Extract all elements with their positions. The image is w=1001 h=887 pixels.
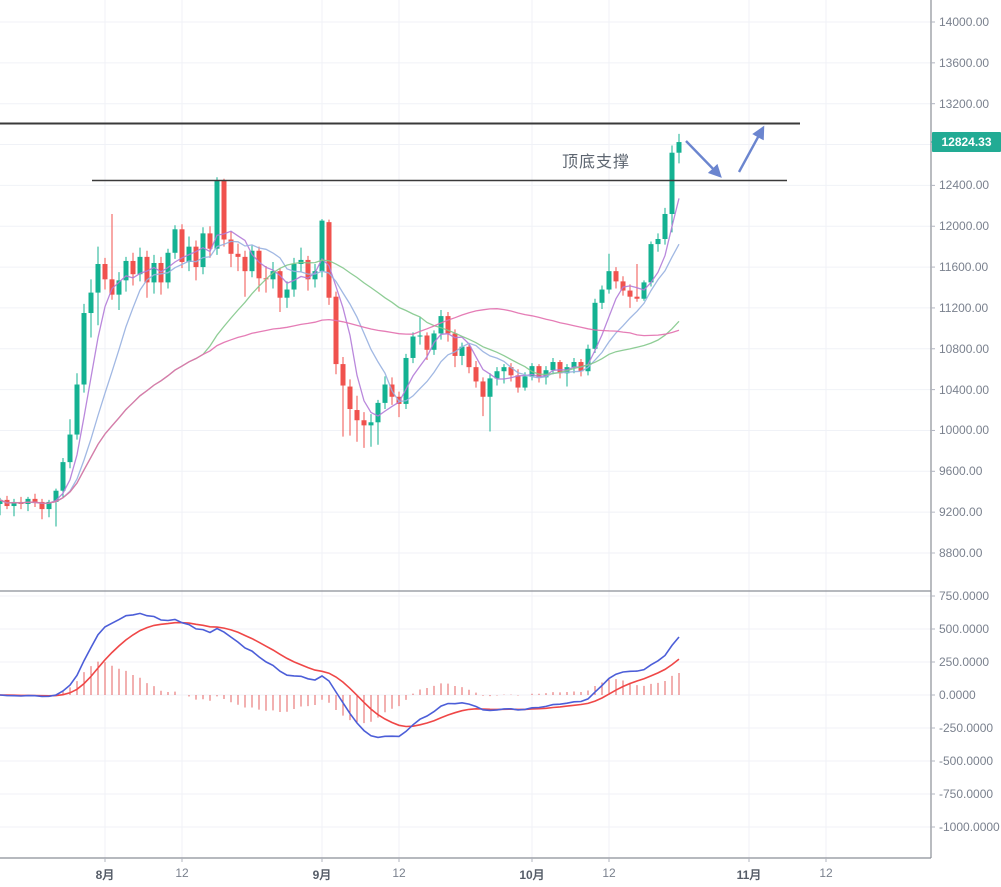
- macd-signal-line: [0, 621, 680, 728]
- macd-tick-label: 0.0000: [939, 688, 976, 702]
- ma-10-line: [0, 240, 680, 504]
- support-resistance-label[interactable]: 顶底支撑: [562, 154, 631, 171]
- price-pane[interactable]: [0, 133, 682, 527]
- price-tick-label: 13600.00: [939, 55, 990, 70]
- time-tick-label: 8月: [95, 868, 115, 882]
- price-tick-label: 9200.00: [939, 505, 983, 520]
- current-price-badge: 12824.33: [932, 132, 1001, 152]
- price-tick-label: 10800.00: [939, 341, 990, 356]
- drawing-annotations[interactable]: [0, 122, 800, 182]
- price-tick-label: 13200.00: [939, 96, 990, 111]
- time-tick-label: 9月: [312, 868, 332, 882]
- price-tick-label: 14000.00: [939, 15, 990, 29]
- macd-tick-label: 750.0000: [939, 589, 990, 603]
- pane-borders: [0, 0, 935, 862]
- arrow-1: [685, 140, 722, 178]
- time-tick-label: 12: [819, 866, 833, 880]
- grid: [0, 0, 931, 858]
- price-tick-label: 11600.00: [939, 260, 989, 275]
- arrow-2: [737, 125, 765, 173]
- time-tick-label: 11月: [736, 868, 762, 882]
- price-tick-label: 11200.00: [939, 300, 989, 315]
- macd-tick-label: 250.0000: [939, 655, 990, 669]
- time-tick-label: 12: [392, 866, 406, 880]
- macd-tick-label: -750.0000: [939, 787, 994, 801]
- time-tick-label: 12: [602, 866, 616, 880]
- macd-tick-label: -250.0000: [939, 721, 994, 735]
- ma-60-line: [0, 308, 680, 504]
- price-tick-label: 8800.00: [939, 546, 983, 560]
- price-tick-label: 12400.00: [939, 178, 990, 193]
- macd-tick-label: 500.0000: [939, 622, 990, 636]
- time-tick-label: 10月: [519, 868, 545, 882]
- ma-5-line: [0, 198, 680, 504]
- price-tick-label: 9600.00: [939, 464, 983, 479]
- macd-dif-line: [0, 612, 680, 739]
- macd-tick-label: -500.0000: [939, 754, 994, 768]
- time-tick-label: 12: [175, 866, 189, 880]
- macd-pane[interactable]: [0, 612, 680, 739]
- price-tick-label: 10000.00: [939, 423, 990, 438]
- price-tick-label: 10400.00: [939, 382, 990, 397]
- macd-tick-label: -1000.0000: [939, 820, 1000, 834]
- price-tick-label: 12000.00: [939, 219, 990, 234]
